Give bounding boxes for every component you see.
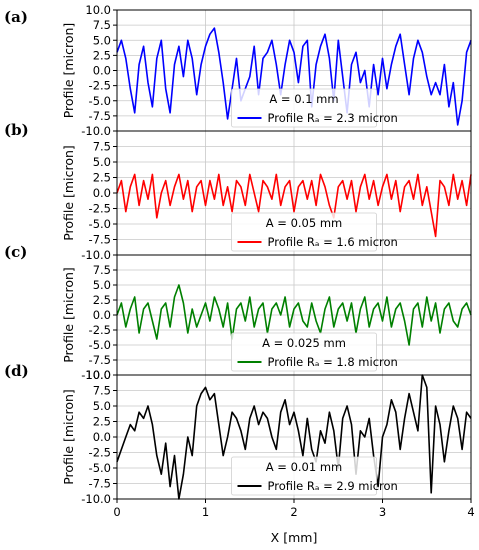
legend-box xyxy=(231,456,377,496)
x-axis-label: X [mm] xyxy=(271,530,318,545)
x-axis: 0 1 2 3 4 X [mm] xyxy=(113,499,475,545)
legend-title: A = 0.1 mm xyxy=(269,92,338,106)
legend-title: A = 0.025 mm xyxy=(262,336,346,350)
y-axis-label: Profile [micron] xyxy=(61,145,76,241)
y-tick-label: -10.0 xyxy=(81,368,111,382)
y-tick-label: 5.0 xyxy=(93,278,111,292)
panel-4: A = 0.01 mm Profile Rₐ = 2.9 micron 10.0 7.… xyxy=(4,362,472,506)
y-axis-label: Profile [micron] xyxy=(61,267,76,363)
legend-entry: Profile Rₐ = 1.6 micron xyxy=(268,235,398,249)
panel-1: A = 0.1 mm Profile Rₐ = 2.3 micron 10.07.5… xyxy=(4,3,472,138)
y-tick-label: -7.5 xyxy=(89,477,111,491)
y-tick-label: 2.5 xyxy=(93,293,111,307)
x-tick-label: 3 xyxy=(379,505,386,519)
x-tick-label: 2 xyxy=(290,505,297,519)
y-tick-label: 7.5 xyxy=(93,18,111,32)
x-tick-label: 1 xyxy=(202,505,209,519)
profile-line xyxy=(116,27,472,126)
legend-box xyxy=(231,88,377,128)
y-tick-label: -5.0 xyxy=(89,461,111,475)
y-tick-label: -7.5 xyxy=(89,109,111,123)
legend-box xyxy=(231,212,377,252)
y-tick-label: -10.0 xyxy=(81,124,111,138)
legend-entry: Profile Rₐ = 2.3 micron xyxy=(268,111,398,125)
y-tick-label: -2.5 xyxy=(89,79,111,93)
y-tick-label: 5.0 xyxy=(93,155,111,169)
panel-label: (b) xyxy=(4,121,29,139)
y-tick-label: 10.0 xyxy=(85,3,111,17)
y-tick-label: 2.5 xyxy=(93,415,111,429)
panel-label: (c) xyxy=(4,243,27,261)
panel-label: (a) xyxy=(4,8,28,26)
y-tick-label: 2.5 xyxy=(93,171,111,185)
y-tick-label: -10.0 xyxy=(81,248,111,262)
y-tick-label: -5.0 xyxy=(89,338,111,352)
y-tick-label: -2.5 xyxy=(89,446,111,460)
y-tick-label: -5.0 xyxy=(89,217,111,231)
y-tick-label: 5.0 xyxy=(93,33,111,47)
profile-line xyxy=(116,374,472,500)
y-tick-label: -7.5 xyxy=(89,353,111,367)
y-tick-label: 0.0 xyxy=(93,430,111,444)
y-tick-label: 7.5 xyxy=(93,263,111,277)
legend-box xyxy=(231,332,377,372)
y-tick-label: 5.0 xyxy=(93,399,111,413)
y-tick-label: 7.5 xyxy=(93,140,111,154)
panel-label: (d) xyxy=(4,362,29,380)
y-tick-label: 10.0 xyxy=(85,368,111,382)
y-tick-label: -7.5 xyxy=(89,233,111,247)
y-tick-label: 0.0 xyxy=(93,64,111,78)
y-tick-label: -2.5 xyxy=(89,323,111,337)
y-tick-label: 7.5 xyxy=(93,384,111,398)
y-tick-label: -2.5 xyxy=(89,202,111,216)
y-tick-label: 0.0 xyxy=(93,308,111,322)
y-tick-label: 0.0 xyxy=(93,186,111,200)
profile-line xyxy=(116,173,472,238)
panel-3: A = 0.025 mm Profile Rₐ = 1.8 micron 7.55.… xyxy=(4,243,472,382)
y-tick-label: -5.0 xyxy=(89,94,111,108)
y-tick-label: -10.0 xyxy=(81,492,111,506)
x-tick-label: 4 xyxy=(467,505,474,519)
panel-2: A = 0.05 mm Profile Rₐ = 1.6 micron 7.55.0… xyxy=(4,121,472,262)
legend-entry: Profile Rₐ = 1.8 micron xyxy=(268,355,398,369)
y-axis-label: Profile [micron] xyxy=(61,23,76,119)
x-tick-label: 0 xyxy=(113,505,120,519)
legend-entry: Profile Rₐ = 2.9 micron xyxy=(268,479,398,493)
legend-title: A = 0.01 mm xyxy=(266,460,342,474)
y-tick-label: 2.5 xyxy=(93,48,111,62)
profile-line xyxy=(116,284,472,346)
y-axis-label: Profile [micron] xyxy=(61,389,76,485)
legend-title: A = 0.05 mm xyxy=(266,216,342,230)
